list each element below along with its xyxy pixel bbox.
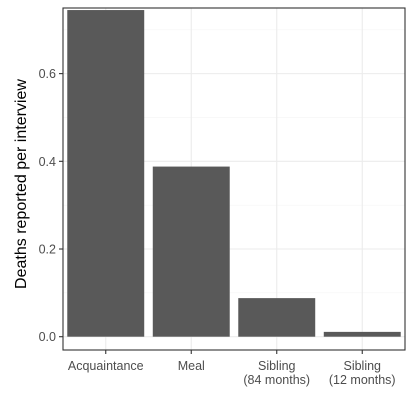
x-tick-label: Meal xyxy=(178,359,205,373)
x-tick-label-line: Sibling xyxy=(258,359,296,373)
bar xyxy=(67,10,145,337)
panel-border xyxy=(62,7,406,351)
x-tick-label-line: Acquaintance xyxy=(68,359,144,373)
y-tick-label: 0.0 xyxy=(39,330,56,344)
y-axis-ticks: 0.0 0.2 0.4 0.6 xyxy=(39,67,63,344)
y-tick-label: 0.6 xyxy=(39,67,56,81)
y-tick-label: 0.4 xyxy=(39,155,56,169)
bar xyxy=(238,298,316,337)
y-axis-title: Deaths reported per interview xyxy=(13,79,30,289)
bar xyxy=(323,331,401,337)
x-tick-label-line: (12 months) xyxy=(329,373,396,387)
x-axis-ticks: Acquaintance Meal Sibling (84 months)Siblin… xyxy=(68,350,396,387)
x-tick-label: Acquaintance xyxy=(68,359,144,373)
x-tick-label-line: (84 months) xyxy=(243,373,310,387)
x-tick-label-line: Sibling xyxy=(343,359,381,373)
x-tick-label: Sibling (12 months) xyxy=(329,359,396,387)
y-tick-label: 0.2 xyxy=(39,243,56,257)
x-tick-label-line: Meal xyxy=(178,359,205,373)
bars xyxy=(67,10,401,337)
x-tick-label: Sibling (84 months) xyxy=(243,359,310,387)
bar xyxy=(152,166,230,337)
